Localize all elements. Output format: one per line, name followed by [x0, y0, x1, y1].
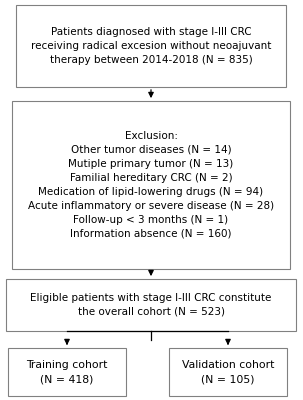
Text: Exclusion:
Other tumor diseases (N = 14)
Mutiple primary tumor (N = 13)
Familial: Exclusion: Other tumor diseases (N = 14)… — [28, 131, 274, 239]
Bar — [169, 348, 287, 396]
Text: Validation cohort
(N = 105): Validation cohort (N = 105) — [182, 360, 274, 384]
Bar — [16, 5, 286, 87]
Bar — [8, 348, 126, 396]
Bar — [6, 279, 296, 331]
Text: Training cohort
(N = 418): Training cohort (N = 418) — [26, 360, 108, 384]
Text: Patients diagnosed with stage I-III CRC
receiving radical excesion without neoaj: Patients diagnosed with stage I-III CRC … — [31, 27, 271, 65]
Text: Eligible patients with stage I-III CRC constitute
the overall cohort (N = 523): Eligible patients with stage I-III CRC c… — [30, 293, 272, 317]
Bar — [12, 101, 290, 269]
